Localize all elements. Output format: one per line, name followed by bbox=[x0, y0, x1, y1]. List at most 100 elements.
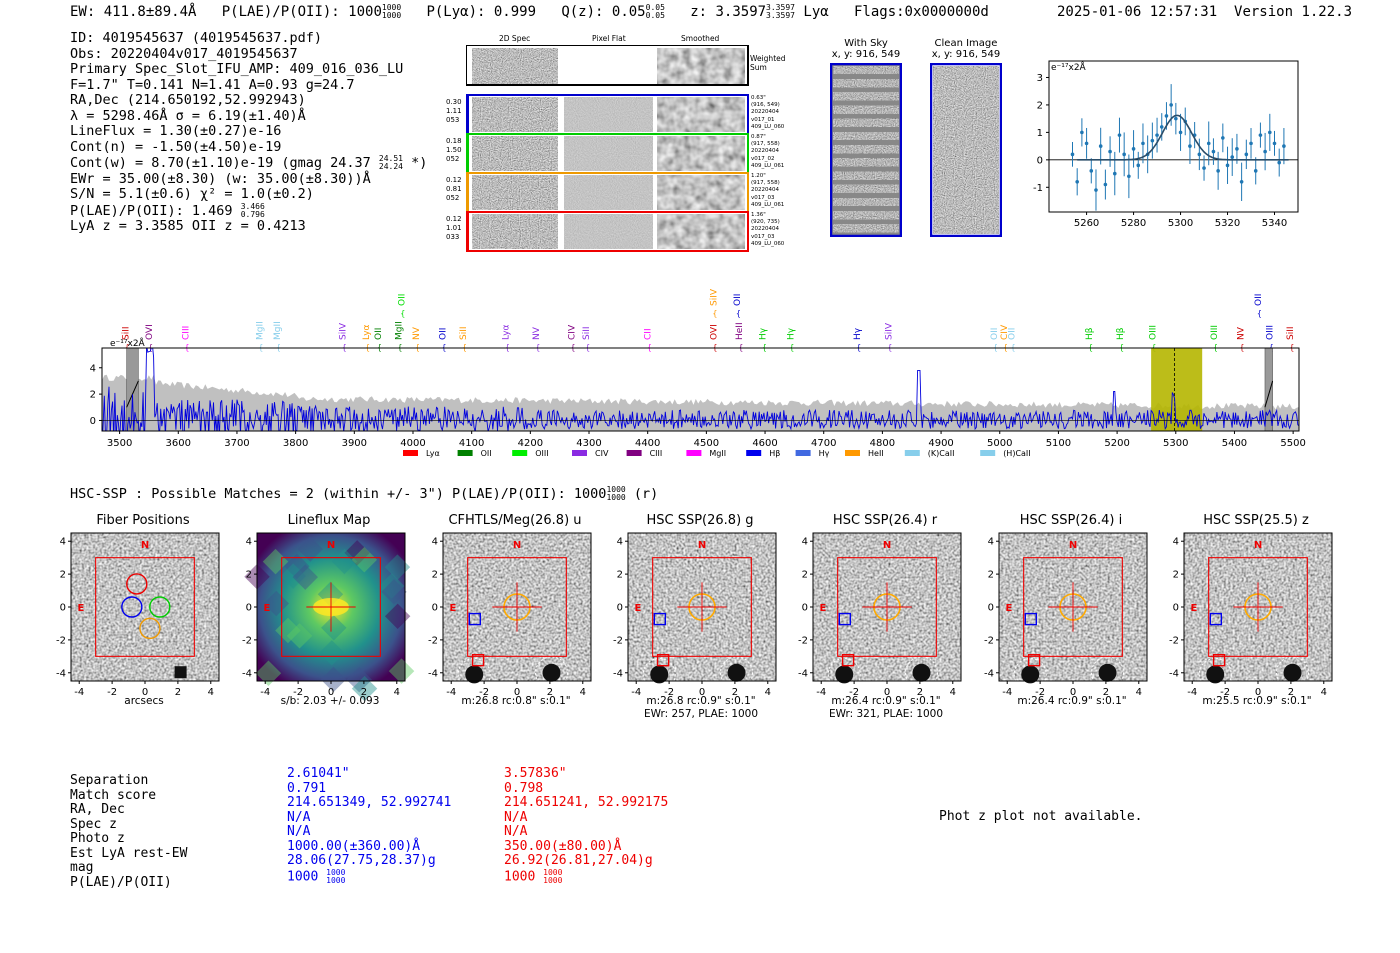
east-label: E bbox=[449, 603, 456, 614]
match-box-blue bbox=[468, 612, 482, 626]
panel-xtick-label: 4 bbox=[580, 687, 586, 698]
panel-ytick-label: 4 bbox=[988, 537, 994, 548]
cutout-right-value: (917, 558) bbox=[751, 141, 780, 148]
linefit-frame bbox=[1048, 60, 1299, 213]
panel-ytick-label: 4 bbox=[432, 537, 438, 548]
legend-label: Hγ bbox=[819, 449, 830, 458]
linefit-point bbox=[1221, 136, 1225, 140]
spectrum-xtick-label: 5200 bbox=[1104, 438, 1129, 449]
cutout-right-value: 0.63" bbox=[751, 95, 766, 101]
cutout-row-marker bbox=[466, 95, 469, 134]
full-spectrum-plot: SiII{OVI{CIII{MgII{MgII{SiIV{Lyα{OII{MgI… bbox=[90, 288, 1306, 458]
panel-xtick-label: -4 bbox=[260, 687, 270, 698]
fiber-circle bbox=[149, 596, 171, 618]
legend-label: OIII bbox=[535, 449, 548, 458]
panel-ytick-label: 2 bbox=[60, 570, 66, 581]
legend-swatch bbox=[845, 450, 860, 456]
cutout-row-marker bbox=[466, 212, 469, 251]
panel-ytick-label: 0 bbox=[988, 603, 994, 614]
linefit-point bbox=[1075, 180, 1079, 184]
sky-stripe bbox=[833, 105, 899, 114]
linefit-point bbox=[1282, 144, 1286, 148]
cutout-left-value: 0.81 bbox=[446, 185, 462, 193]
spectrum-xtick-label: 5000 bbox=[987, 438, 1012, 449]
panel-xtick-label: 2 bbox=[1288, 687, 1294, 698]
linefit-xtick-label: 5320 bbox=[1215, 218, 1240, 229]
legend-swatch bbox=[746, 450, 762, 456]
match-plae-frac: 1000 1000 bbox=[543, 868, 562, 885]
panel-ytick-label: -2 bbox=[242, 635, 252, 646]
cutout-row-left: 0.30 1.11 053 bbox=[446, 98, 462, 137]
noise-band bbox=[102, 374, 1299, 421]
match-box-red bbox=[841, 653, 855, 667]
linefit-point bbox=[1169, 103, 1173, 107]
match-plae-frac: 1000 1000 bbox=[326, 868, 345, 885]
panel-ytick-label: 0 bbox=[60, 603, 66, 614]
panel-xtick-label: 4 bbox=[208, 687, 214, 698]
z-lo: 3.3597 bbox=[766, 11, 795, 20]
linefit-point bbox=[1253, 169, 1258, 173]
panel-caption: m:26.8 rc:0.8" s:0.1" bbox=[461, 695, 571, 707]
plae-value: P(LAE)/P(OII): 1000 bbox=[221, 4, 382, 20]
legend-swatch bbox=[686, 450, 702, 456]
spectral-line-label: CIV bbox=[567, 324, 577, 340]
panel-ytick-label: -2 bbox=[56, 635, 66, 646]
spectral-line-label: Hγ bbox=[853, 327, 863, 340]
panel-ytick-label: -4 bbox=[1169, 668, 1179, 679]
source-aperture bbox=[1013, 657, 1047, 691]
cutout-right-labels: 0.63" (916, 549) 20220404 v017_01 409_LU_060… bbox=[751, 95, 784, 251]
clean-xy: x, y: 916, 549 bbox=[931, 49, 1001, 60]
cutout-smoothed bbox=[657, 136, 745, 171]
legend-label: CIV bbox=[595, 449, 609, 458]
match-value: N/A bbox=[287, 809, 311, 825]
masked-region bbox=[1264, 348, 1273, 431]
linefit-point bbox=[1159, 125, 1164, 129]
panel-xtick-label: -2 bbox=[293, 687, 303, 698]
spectral-line-label: OII bbox=[374, 328, 384, 340]
fiber-circle bbox=[139, 617, 161, 640]
spectral-line-label: SiII bbox=[459, 326, 469, 340]
linefit-ytick-label: -1 bbox=[1033, 183, 1043, 194]
match-value: 214.651349, 52.992741 bbox=[287, 795, 452, 810]
legend-swatch bbox=[572, 450, 587, 456]
bright-source bbox=[835, 665, 854, 684]
panel-ytick-label: 0 bbox=[617, 603, 623, 614]
panel-xtick-label: 0 bbox=[1070, 687, 1076, 698]
legend-swatch bbox=[403, 450, 418, 456]
panel-xtick-label: 2 bbox=[1103, 687, 1109, 698]
panel-ytick-label: 0 bbox=[1173, 603, 1179, 614]
image-panel: Lineflux Map N E -4 -2 0 2 4 4 2 0 -2 -4 s/b: 2.03 +/… bbox=[235, 510, 425, 730]
panel-ytick-label: -4 bbox=[56, 668, 66, 679]
legend-label: Lyα bbox=[426, 449, 440, 458]
linefit-point bbox=[1235, 147, 1239, 151]
panel-xtick-label: 2 bbox=[361, 687, 367, 698]
legend-swatch bbox=[980, 450, 996, 456]
match-label: Est LyA rest-EW bbox=[70, 845, 188, 861]
linefit-point bbox=[1131, 147, 1136, 151]
match-label: mag bbox=[70, 860, 94, 875]
panel-xtick-label: -2 bbox=[479, 687, 489, 698]
panel-ytick-label: 2 bbox=[246, 570, 252, 581]
match-value: 26.92(26.81,27.04)g bbox=[504, 853, 653, 868]
panel-xtick-label: 4 bbox=[1321, 687, 1327, 698]
panel-plot: N E -4 -2 0 2 4 4 2 0 -2 -4 bbox=[242, 532, 415, 702]
weighted-2dspec bbox=[472, 48, 558, 84]
clean-title: Clean Image bbox=[934, 38, 998, 49]
legend-label: (K)CaII bbox=[928, 449, 955, 458]
panel-xtick-label: 2 bbox=[917, 687, 923, 698]
panel-ytick-label: 4 bbox=[802, 537, 808, 548]
match-value: N/A bbox=[504, 824, 528, 839]
match-box-red bbox=[1212, 653, 1226, 667]
linefit-point bbox=[1122, 152, 1126, 157]
spectrum-ytick-label: 2 bbox=[90, 390, 96, 401]
cutout-left-value: 0.12 bbox=[446, 215, 462, 223]
spectral-line-label: OII bbox=[1007, 328, 1017, 340]
cutout-2dspec bbox=[472, 97, 558, 132]
match-value: 214.651241, 52.992175 bbox=[504, 795, 669, 810]
panel-caption: m:25.5 rc:0.9" s:0.1" bbox=[1202, 695, 1312, 707]
sky-stripe bbox=[833, 158, 899, 167]
cutout-right-value: 20220404 bbox=[751, 148, 779, 155]
match-label: RA, Dec bbox=[70, 802, 125, 817]
panel-xtick-label: -4 bbox=[74, 687, 84, 698]
cutout-right-value: 409_LU_061 bbox=[751, 162, 785, 169]
